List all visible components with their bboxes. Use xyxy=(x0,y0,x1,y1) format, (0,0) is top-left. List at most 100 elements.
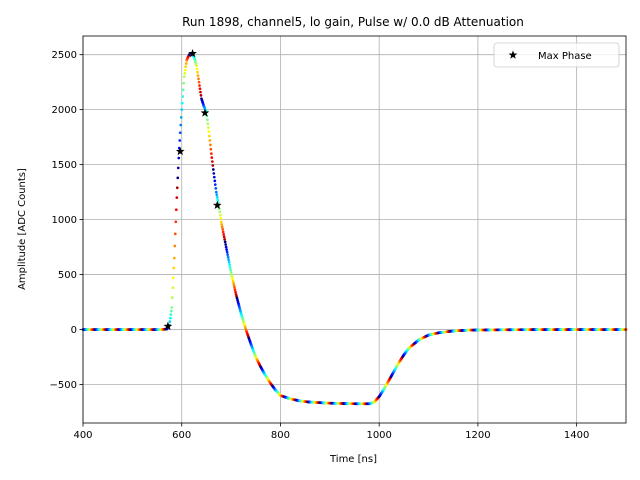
data-point xyxy=(171,296,174,300)
data-point xyxy=(223,240,227,244)
data-point xyxy=(229,271,233,274)
data-point xyxy=(211,164,215,167)
data-point xyxy=(219,220,223,224)
max-phase-marker xyxy=(200,108,210,117)
data-point xyxy=(183,68,187,72)
data-point xyxy=(171,286,175,290)
data-point xyxy=(229,268,232,272)
data-point xyxy=(230,273,233,276)
legend: Max Phase xyxy=(493,42,620,68)
data-point xyxy=(179,116,183,119)
grid-lines xyxy=(82,36,626,423)
y-tick-label: 1500 xyxy=(52,160,77,171)
data-point xyxy=(216,198,220,202)
max-phase-marker xyxy=(163,321,173,330)
data-point xyxy=(197,77,200,81)
data-point xyxy=(215,196,219,199)
data-point xyxy=(175,186,179,190)
data-point xyxy=(208,139,212,142)
data-point xyxy=(213,179,217,183)
data-point xyxy=(195,64,198,68)
data-point xyxy=(176,166,180,170)
data-point xyxy=(209,143,212,147)
data-point xyxy=(168,320,172,323)
data-point xyxy=(175,196,179,199)
data-point xyxy=(173,232,177,236)
max-phase-marker xyxy=(188,48,197,58)
data-point xyxy=(228,265,232,269)
max-phase-marker xyxy=(175,146,185,156)
data-point xyxy=(233,286,236,290)
y-tick-label: 2000 xyxy=(52,105,77,116)
y-tick-label: 500 xyxy=(58,270,77,281)
x-tick-label: 1000 xyxy=(366,430,391,441)
data-point xyxy=(211,168,215,171)
data-point xyxy=(222,235,226,239)
x-tick-label: 800 xyxy=(271,430,290,441)
data-point xyxy=(180,101,184,105)
data-point xyxy=(223,238,227,241)
data-point xyxy=(180,108,184,112)
data-point xyxy=(233,288,237,292)
data-point xyxy=(174,220,178,224)
data-point xyxy=(230,275,234,279)
data-point xyxy=(206,118,209,122)
data-point xyxy=(181,88,185,92)
data-point xyxy=(227,260,231,264)
data-point xyxy=(195,67,199,71)
data-point xyxy=(170,309,173,313)
data-point xyxy=(231,277,234,281)
data-point xyxy=(172,266,176,270)
data-point xyxy=(199,94,203,97)
data-point xyxy=(215,193,219,197)
y-tick-label: −500 xyxy=(50,380,77,391)
data-point xyxy=(206,122,210,126)
data-point xyxy=(228,263,231,267)
data-point xyxy=(232,284,236,287)
data-point xyxy=(212,175,216,179)
data-point xyxy=(208,134,211,138)
data-point xyxy=(178,139,182,142)
data-point xyxy=(178,131,182,135)
data-point xyxy=(183,72,187,75)
data-point xyxy=(196,74,200,77)
x-tick-label: 400 xyxy=(73,430,92,441)
data-point xyxy=(209,147,213,151)
data-point xyxy=(199,90,202,94)
data-point xyxy=(198,87,202,91)
data-point xyxy=(169,316,172,320)
data-point xyxy=(198,84,201,87)
data-point xyxy=(218,210,222,214)
axis-ticks: 400 600 800 1000 1200 1400 −500 0 500 1000 1500 200… xyxy=(50,50,590,441)
data-point xyxy=(210,152,213,155)
data-point xyxy=(225,250,229,254)
data-point xyxy=(173,244,177,248)
data-point xyxy=(210,156,214,159)
data-point xyxy=(226,253,229,257)
data-point xyxy=(219,217,223,220)
data-point xyxy=(184,62,188,65)
x-tick-label: 1200 xyxy=(465,430,490,441)
data-point xyxy=(227,258,230,262)
data-point xyxy=(220,225,224,229)
data-point xyxy=(196,70,199,74)
data-point xyxy=(177,156,181,160)
data-point xyxy=(171,276,175,280)
data-point xyxy=(218,213,222,217)
data-point xyxy=(231,279,235,283)
data-point xyxy=(224,243,228,246)
data-point xyxy=(182,81,186,85)
x-tick-label: 1400 xyxy=(564,430,589,441)
data-point xyxy=(214,190,218,194)
data-point xyxy=(210,160,214,163)
data-point xyxy=(181,95,185,98)
data-point xyxy=(222,233,226,236)
data-point xyxy=(184,65,188,69)
y-axis-label: Amplitude [ADC Counts] xyxy=(17,168,28,290)
data-point xyxy=(232,282,235,285)
data-point xyxy=(172,256,176,260)
x-tick-label: 600 xyxy=(172,430,191,441)
data-point xyxy=(179,123,183,127)
data-point xyxy=(176,176,180,180)
